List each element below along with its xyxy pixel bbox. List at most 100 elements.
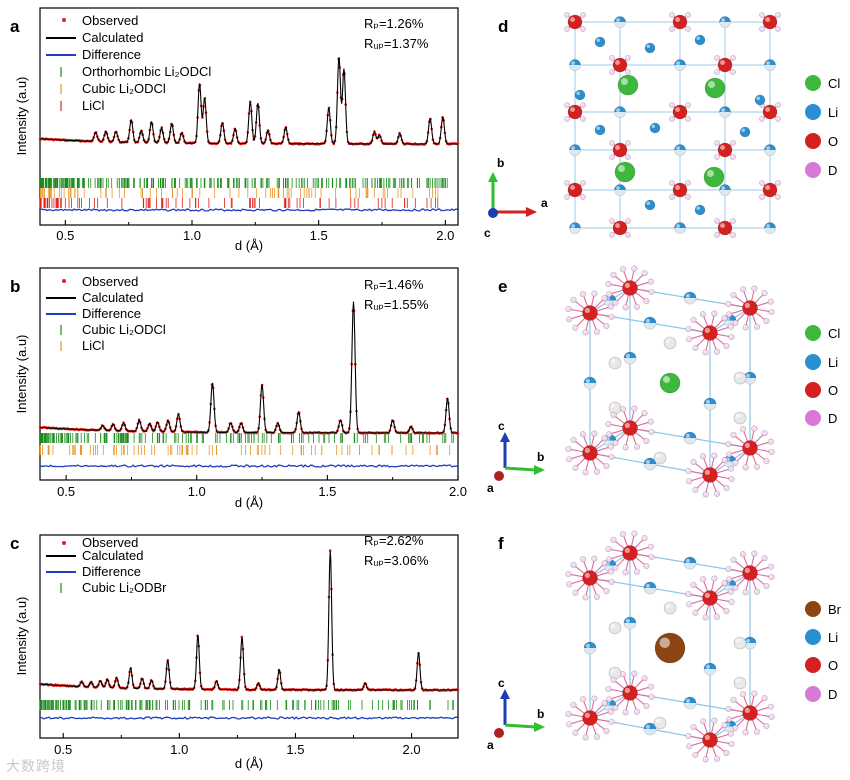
deuterium-atom	[699, 576, 707, 583]
deuterium-atom-sphere	[609, 218, 615, 224]
deuterium-atom-sphere	[699, 576, 707, 583]
deuterium-atom-highlight	[565, 181, 568, 183]
deuterium-atom	[605, 685, 612, 693]
oxygen-atom-highlight	[615, 60, 620, 65]
deuterium-atom-highlight	[621, 407, 624, 410]
deuterium-atom	[593, 593, 601, 600]
legend-atom-label: O	[828, 134, 838, 149]
axis-label: b	[537, 450, 544, 464]
deuterium-atom	[603, 463, 610, 470]
axis-triad-f: c b a	[487, 676, 545, 752]
deuterium-atom-highlight	[642, 676, 645, 679]
deuterium-atom	[725, 565, 732, 573]
deuterium-atom-sphere	[763, 458, 770, 465]
deuterium-atom-highlight	[592, 291, 595, 294]
deuterium-atom	[608, 718, 615, 726]
deuterium-atom-highlight	[733, 320, 736, 323]
deuterium-atom-highlight	[729, 741, 732, 744]
bromine-atom-highlight	[659, 637, 670, 648]
deuterium-atom-highlight	[670, 195, 673, 197]
oxygen-atom-highlight	[744, 442, 750, 448]
deuterium-atom-highlight	[764, 724, 767, 727]
deuterium-atom-highlight	[604, 729, 607, 732]
deuterium-atom-highlight	[731, 697, 734, 700]
deuterium-atom	[605, 420, 612, 428]
legend-phase-3: LiCl	[82, 98, 105, 113]
deuterium-atom-highlight	[727, 312, 730, 315]
deuterium-atom-sphere	[566, 456, 573, 463]
deuterium-atom-sphere	[565, 710, 572, 718]
lithium-atom	[754, 94, 766, 106]
deuterium-atom-highlight	[611, 537, 614, 540]
lithium-atom-vacancy	[584, 648, 596, 654]
deuterium-atom	[727, 465, 734, 472]
deuterium-atom	[686, 743, 693, 750]
deuterium-atom	[565, 305, 572, 313]
oxygen-atom-highlight	[675, 185, 680, 190]
legend-atom-li-icon	[805, 629, 821, 645]
deuterium-atom-sphere	[591, 430, 598, 437]
deuterium-atom-sphere	[721, 580, 728, 587]
deuterium-atom-highlight	[623, 445, 626, 448]
deuterium-atom-highlight	[604, 324, 607, 327]
deuterium-atom	[775, 180, 781, 186]
deuterium-atom-sphere	[631, 265, 638, 272]
legend-phase-1: Orthorhombic Li₂ODCl	[82, 64, 211, 79]
deuterium-atom-highlight	[752, 551, 755, 554]
deuterium-atom-highlight	[764, 584, 767, 587]
ylabel-b: Intensity (a.u)	[14, 335, 29, 414]
oxygen-atom	[567, 14, 583, 30]
lithium-atom	[694, 204, 706, 216]
deuterium-atom-sphere	[607, 568, 614, 575]
deuterium-atom	[690, 458, 697, 465]
rwp-c: Rᵤₚ=3.06%	[364, 553, 429, 568]
deuterium-atom	[607, 568, 614, 575]
deuterium-atom-highlight	[648, 544, 651, 547]
deuterium-atom-sphere	[711, 717, 718, 724]
vacancy-site-sphere	[653, 716, 667, 730]
deuterium-atom-highlight	[686, 27, 689, 29]
chlorine-atom-sphere	[614, 161, 636, 183]
deuterium-atom-sphere	[751, 690, 758, 697]
deuterium-atom-highlight	[731, 70, 734, 72]
deuterium-atom	[699, 453, 707, 460]
deuterium-atom	[564, 102, 570, 108]
oxygen-atom	[672, 14, 688, 30]
deuterium-atom	[605, 280, 612, 288]
deuterium-atom-sphere	[572, 589, 579, 596]
deuterium-atom-highlight	[611, 412, 614, 415]
deuterium-atom	[730, 154, 736, 160]
legend-atom-label: Li	[828, 105, 838, 120]
deuterium-atom-sphere	[714, 69, 720, 75]
oxygen-atom-highlight	[675, 107, 680, 113]
deuterium-atom-sphere	[625, 154, 631, 160]
deuterium-atom-sphere	[625, 69, 631, 75]
deuterium-atom	[723, 485, 730, 492]
deuterium-atom-highlight	[733, 725, 736, 728]
oxygen-atom	[717, 57, 733, 73]
deuterium-atom-highlight	[595, 594, 597, 597]
deuterium-atom-highlight	[649, 289, 652, 292]
deuterium-atom-highlight	[764, 459, 767, 462]
deuterium-atom-sphere	[730, 69, 736, 75]
deuterium-atom-sphere	[564, 102, 570, 108]
deuterium-atom-sphere	[609, 232, 615, 238]
legend-difference: Difference	[82, 306, 141, 321]
deuterium-atom-highlight	[733, 460, 736, 463]
deuterium-atom-highlight	[581, 117, 584, 119]
deuterium-atom	[647, 418, 654, 425]
deuterium-atom	[690, 581, 697, 588]
deuterium-atom-highlight	[729, 334, 732, 337]
deuterium-atom	[759, 194, 765, 200]
deuterium-atom	[669, 26, 675, 32]
deuterium-atom	[711, 717, 718, 724]
deuterium-atom-sphere	[723, 750, 730, 757]
deuterium-atom-highlight	[581, 697, 584, 700]
deuterium-atom-sphere	[714, 140, 720, 146]
legend-phase-2: Cubic Li₂ODCl	[82, 81, 166, 96]
deuterium-atom	[775, 12, 781, 18]
panel-letter-b: b	[10, 277, 20, 296]
deuterium-atom-highlight	[731, 141, 734, 143]
chlorine-atom-sphere	[704, 77, 726, 99]
lithium-atom	[574, 89, 586, 101]
